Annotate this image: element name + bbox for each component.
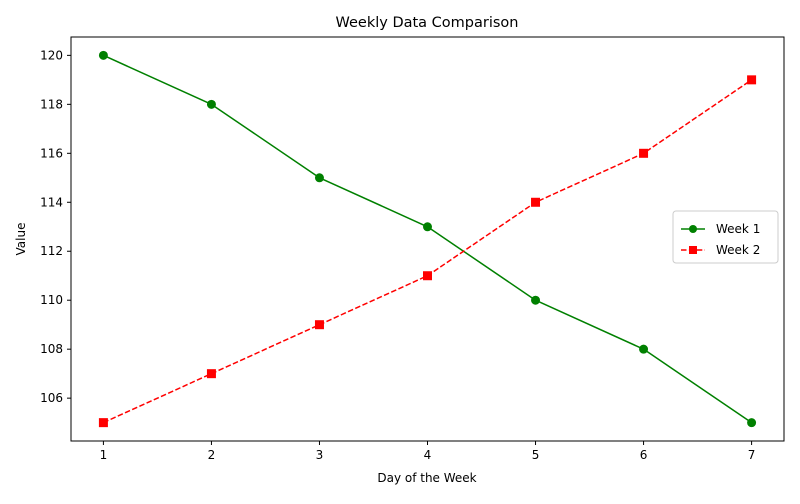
y-tick-label: 116 <box>40 146 63 160</box>
data-point-week-1 <box>314 173 324 183</box>
legend-items: Week 1 Week 2 <box>681 222 760 257</box>
legend-marker-1 <box>689 225 697 233</box>
data-point-week-1 <box>639 344 649 354</box>
x-tick-label: 5 <box>532 448 540 462</box>
data-point-week-2 <box>206 369 216 379</box>
x-tick-label: 7 <box>748 448 756 462</box>
y-tick-label: 106 <box>40 391 63 405</box>
series-layer <box>98 50 757 428</box>
y-axis: 106 108 110 112 114 116 118 120 <box>40 48 71 405</box>
y-tick-label: 120 <box>40 48 63 62</box>
x-axis-label: Day of the Week <box>377 471 476 485</box>
y-tick-label: 110 <box>40 293 63 307</box>
x-tick-label: 4 <box>424 448 432 462</box>
data-point-week-2 <box>314 320 324 330</box>
legend-label-2: Week 2 <box>716 243 760 257</box>
data-point-week-1 <box>531 295 541 305</box>
x-tick-label: 3 <box>316 448 324 462</box>
x-axis: 1 2 3 4 5 6 7 <box>100 441 756 462</box>
legend-label-1: Week 1 <box>716 222 760 236</box>
data-point-week-2 <box>531 197 541 207</box>
data-point-week-2 <box>423 271 432 281</box>
legend: Week 1 Week 2 <box>672 210 779 264</box>
y-tick-label: 114 <box>40 195 63 209</box>
data-point-week-2 <box>98 418 108 428</box>
legend-marker-2 <box>689 246 697 254</box>
chart-title: Weekly Data Comparison <box>336 15 519 31</box>
y-tick-label: 108 <box>40 342 63 356</box>
data-point-week-1 <box>747 418 757 428</box>
data-point-week-1 <box>98 50 108 60</box>
y-tick-label: 118 <box>40 97 63 111</box>
data-point-week-2 <box>747 75 757 85</box>
y-tick-label: 112 <box>40 244 63 258</box>
data-point-week-1 <box>423 222 432 232</box>
y-axis-label: Value <box>14 223 28 256</box>
x-tick-label: 2 <box>208 448 216 462</box>
data-point-week-1 <box>206 99 216 109</box>
data-point-week-2 <box>639 148 649 158</box>
x-tick-label: 1 <box>100 448 108 462</box>
x-tick-label: 6 <box>640 448 648 462</box>
plot-area: 1 2 3 4 5 6 7 106 108 110 112 114 116 118 120 <box>40 36 785 462</box>
